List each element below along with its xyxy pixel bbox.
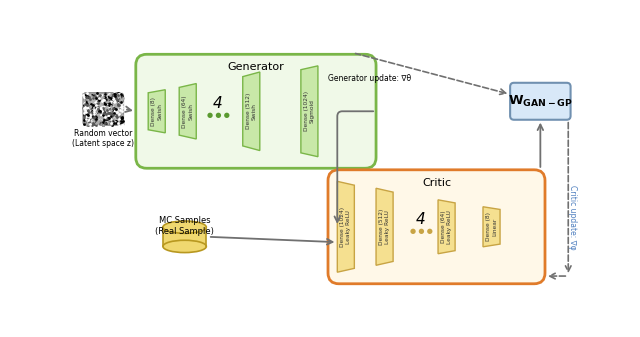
Text: Critic: Critic: [422, 178, 451, 187]
Polygon shape: [376, 188, 393, 265]
Text: Generator update: ∇θ: Generator update: ∇θ: [328, 74, 411, 84]
Text: Dense (512)
Swish: Dense (512) Swish: [246, 93, 257, 129]
Ellipse shape: [163, 240, 206, 252]
Polygon shape: [301, 66, 318, 157]
Text: ● ● ●: ● ● ●: [207, 112, 229, 118]
FancyBboxPatch shape: [328, 170, 545, 284]
Text: MC Samples
(Real Sample): MC Samples (Real Sample): [155, 216, 214, 236]
Polygon shape: [179, 84, 196, 139]
Text: Dense (1024)
Leaky ReLU: Dense (1024) Leaky ReLU: [340, 207, 351, 247]
Text: Dense (64)
Leaky ReLU: Dense (64) Leaky ReLU: [441, 210, 452, 244]
Polygon shape: [148, 90, 165, 133]
Text: 4: 4: [213, 96, 223, 111]
Polygon shape: [337, 181, 355, 272]
Text: ● ● ●: ● ● ●: [410, 227, 433, 234]
Polygon shape: [243, 72, 260, 151]
FancyBboxPatch shape: [510, 83, 571, 120]
Text: 4: 4: [416, 212, 426, 226]
Text: Critic update: ∇φ: Critic update: ∇φ: [568, 185, 577, 250]
Text: Generator: Generator: [228, 62, 284, 72]
Polygon shape: [438, 200, 455, 254]
Ellipse shape: [163, 221, 206, 233]
Polygon shape: [483, 207, 500, 247]
FancyBboxPatch shape: [83, 93, 124, 125]
Text: Dense (512)
Leaky ReLU: Dense (512) Leaky ReLU: [379, 209, 390, 245]
Text: $\mathbf{W}_{\mathbf{GAN-GP}}$: $\mathbf{W}_{\mathbf{GAN-GP}}$: [508, 94, 573, 109]
Text: Random vector
(Latent space z): Random vector (Latent space z): [72, 129, 134, 148]
Text: Dense (1024)
Sigmoid: Dense (1024) Sigmoid: [304, 91, 315, 131]
Text: Dense (64)
Swish: Dense (64) Swish: [182, 95, 193, 128]
Text: Dense (8)
Swish: Dense (8) Swish: [151, 97, 162, 126]
Bar: [163, 227, 206, 246]
Text: Dense (8)
Linear: Dense (8) Linear: [486, 212, 497, 241]
FancyBboxPatch shape: [136, 54, 376, 168]
